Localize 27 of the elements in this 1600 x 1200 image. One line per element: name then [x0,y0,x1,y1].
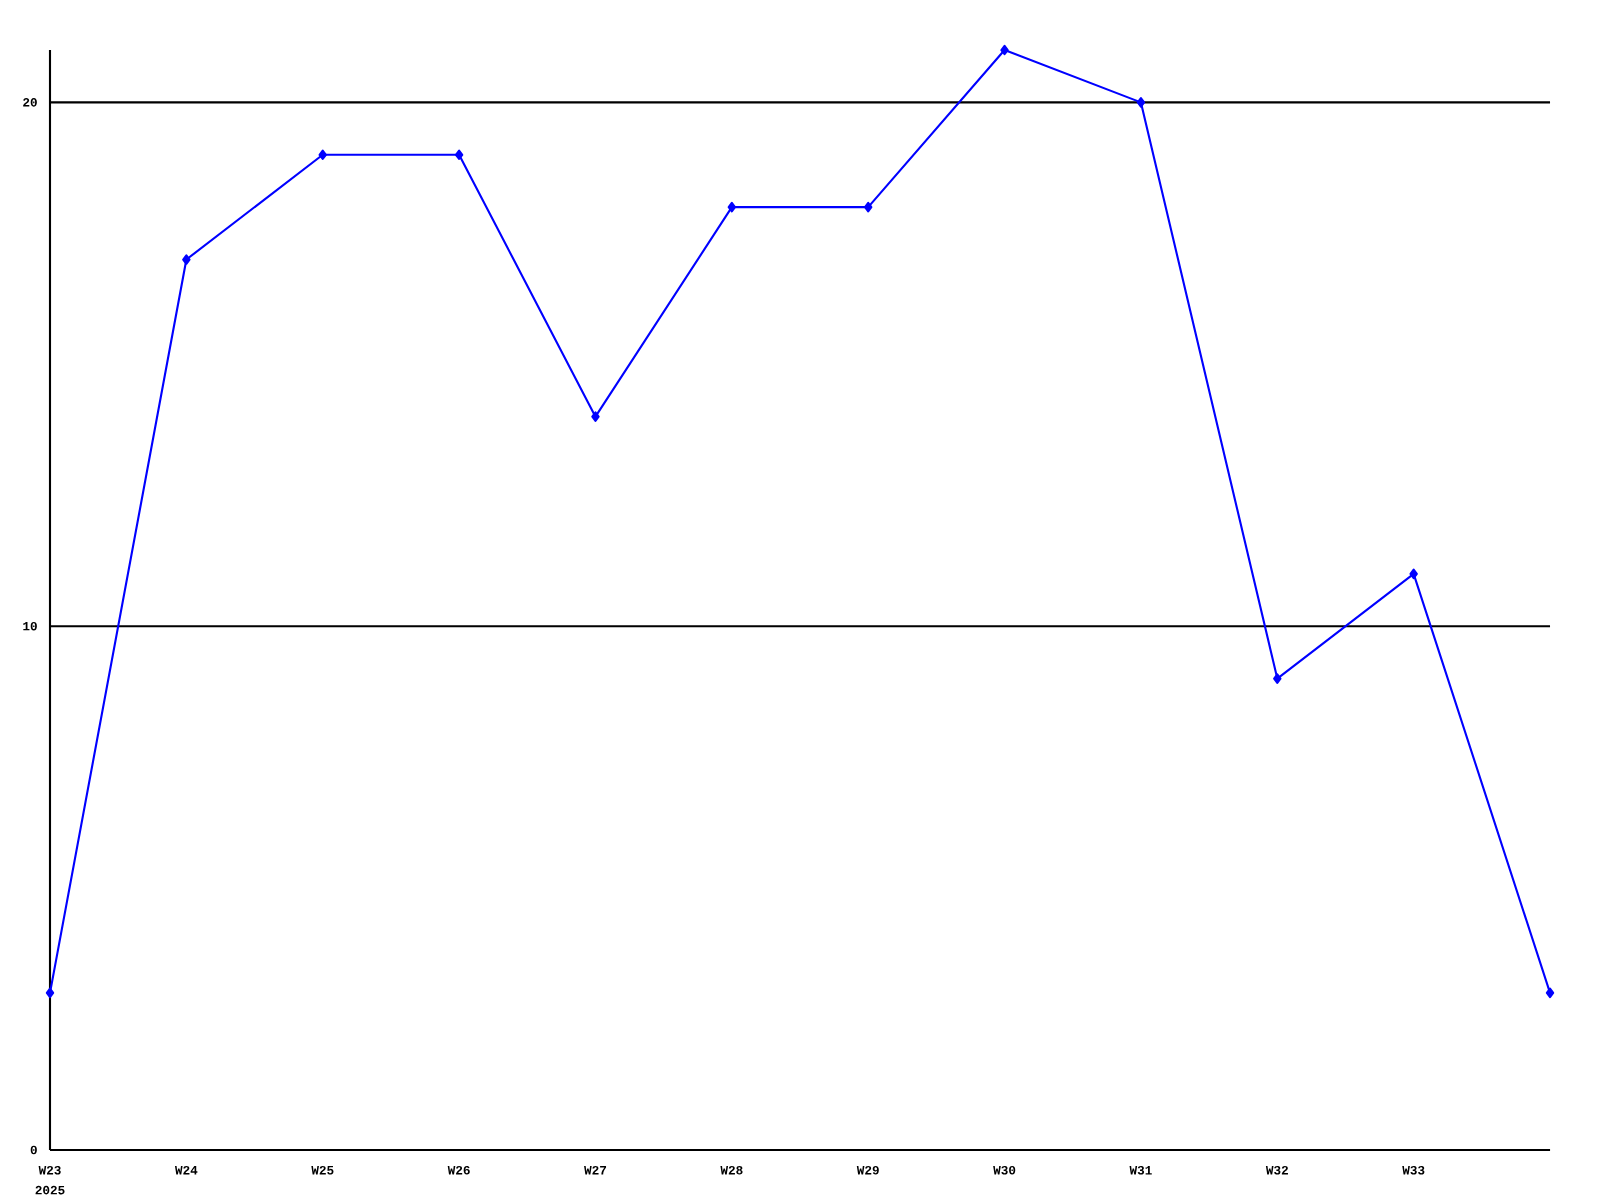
x-tick-label: W23 [38,1165,61,1175]
x-tick-label: W28 [720,1165,743,1175]
point [1545,987,1555,999]
x-tick-label: W27 [584,1165,607,1175]
x-tick-label: W30 [993,1165,1016,1175]
x-tick-label: W29 [856,1165,879,1175]
x-tick-label: W33 [1402,1165,1425,1175]
point [591,411,600,422]
point [182,254,191,265]
point [1409,568,1418,580]
point [727,201,737,213]
x-tick-label: W31 [1129,1165,1152,1175]
point [1136,97,1146,108]
point [45,987,55,999]
y-tick-label: 0 [30,1145,37,1155]
x-tick-label: W25 [311,1165,334,1175]
point [1000,44,1009,56]
text: 2025 [35,1185,65,1195]
point [454,149,464,161]
point [1273,673,1282,684]
x-tick-label: W24 [174,1165,198,1175]
y-tick-label: 10 [23,621,37,631]
point [318,149,327,161]
x-tick-label: W26 [447,1165,470,1175]
x-tick-label: W32 [1265,1165,1288,1175]
point [863,201,873,213]
y-tick-label: 20 [23,98,37,107]
